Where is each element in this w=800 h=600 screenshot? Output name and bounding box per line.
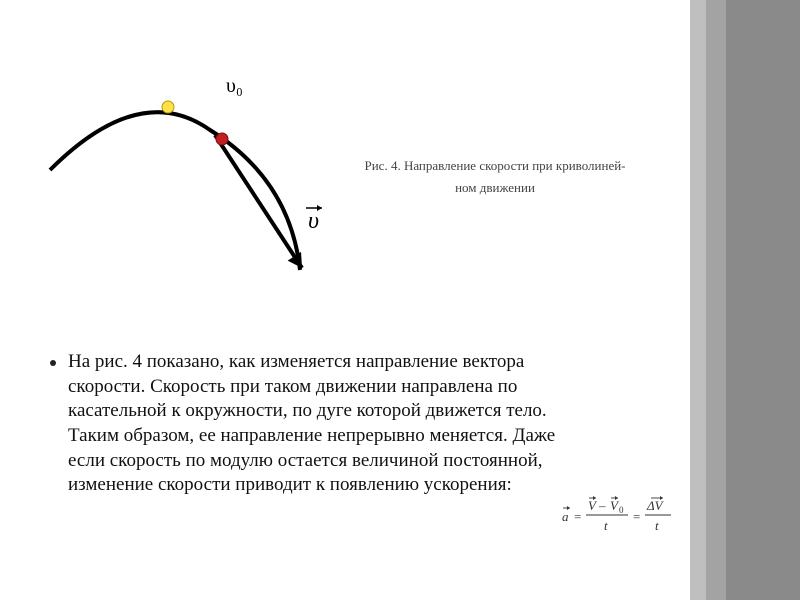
acceleration-formula: a=V–V0t=ΔVt [560,488,690,538]
band-1 [690,0,706,600]
svg-text:t: t [655,518,659,533]
curve-diagram: υ₀υ [50,100,330,280]
figure-area: υ₀υ Рис. 4. Направление скорости при кри… [0,0,690,300]
svg-text:=: = [633,509,640,524]
band-3 [726,0,800,600]
caption-line-1: Рис. 4. Направление скорости при криволи… [364,158,625,173]
svg-text:υ: υ [308,208,319,234]
svg-text:υ₀: υ₀ [226,75,243,97]
svg-text:=: = [574,509,581,524]
svg-text:0: 0 [619,505,624,515]
band-2 [706,0,726,600]
svg-text:t: t [604,518,608,533]
svg-text:V: V [588,498,598,513]
svg-text:ΔV: ΔV [646,498,665,513]
svg-text:a: a [562,509,569,524]
slide: υ₀υ Рис. 4. Направление скорости при кри… [0,0,800,600]
side-bands [690,0,800,600]
svg-text:–: – [598,498,606,513]
body-text-block: На рис. 4 показано, как изменяется напра… [50,350,580,498]
bullet-dot-icon [50,360,56,366]
caption-line-2: ном движении [455,180,535,195]
body-text: На рис. 4 показано, как изменяется напра… [68,350,580,498]
figure-caption: Рис. 4. Направление скорости при криволи… [345,155,645,199]
